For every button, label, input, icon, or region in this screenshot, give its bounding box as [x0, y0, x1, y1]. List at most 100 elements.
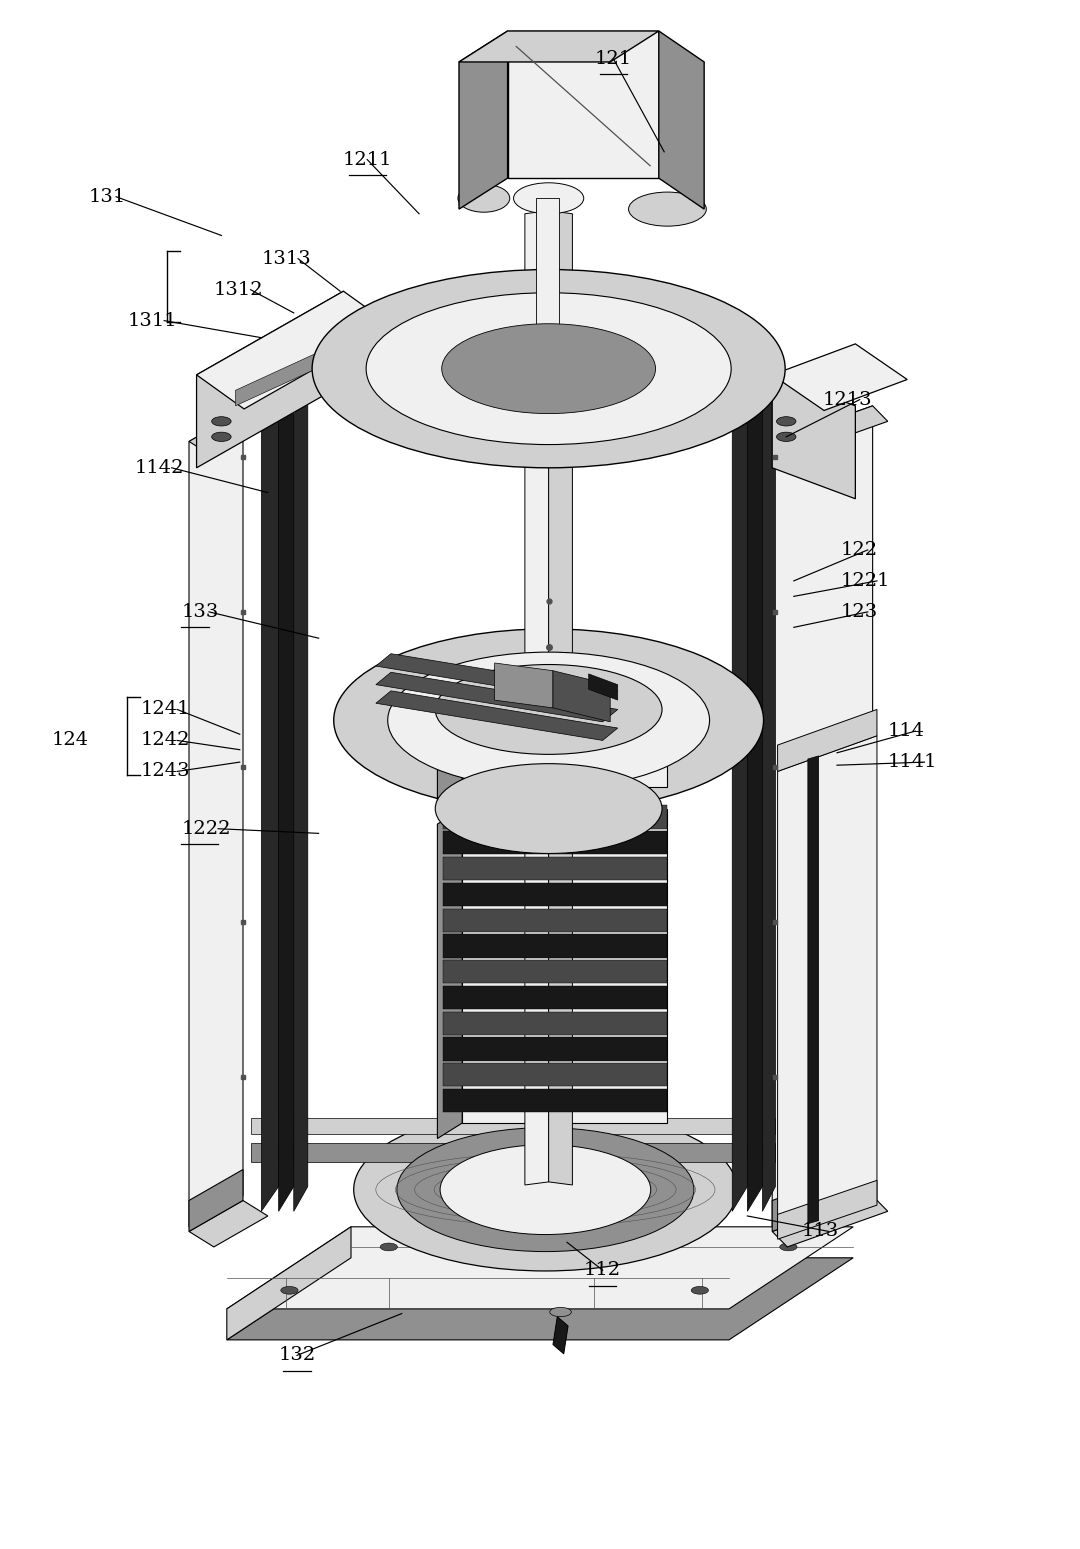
- Ellipse shape: [397, 1128, 693, 1252]
- Ellipse shape: [212, 432, 231, 441]
- Polygon shape: [443, 857, 667, 880]
- Polygon shape: [772, 344, 907, 410]
- Polygon shape: [443, 832, 667, 855]
- Polygon shape: [376, 654, 618, 703]
- Polygon shape: [459, 31, 508, 209]
- Polygon shape: [508, 31, 659, 178]
- Text: 124: 124: [52, 731, 89, 750]
- Ellipse shape: [366, 293, 731, 445]
- Polygon shape: [495, 663, 553, 708]
- Polygon shape: [189, 1169, 243, 1231]
- Text: 1243: 1243: [140, 762, 190, 781]
- Polygon shape: [443, 909, 667, 932]
- Ellipse shape: [440, 1145, 650, 1235]
- Polygon shape: [762, 359, 775, 1211]
- Polygon shape: [443, 960, 667, 984]
- Polygon shape: [443, 805, 667, 829]
- Polygon shape: [553, 1317, 568, 1354]
- Polygon shape: [294, 390, 308, 1211]
- Ellipse shape: [312, 270, 785, 468]
- Polygon shape: [553, 671, 610, 722]
- Ellipse shape: [281, 1286, 298, 1295]
- Polygon shape: [227, 1258, 853, 1340]
- Polygon shape: [235, 341, 343, 406]
- Text: 131: 131: [89, 187, 125, 206]
- Text: 132: 132: [279, 1346, 315, 1365]
- Polygon shape: [197, 291, 391, 409]
- Ellipse shape: [212, 417, 231, 426]
- Polygon shape: [778, 736, 877, 1236]
- Polygon shape: [279, 390, 294, 1211]
- Text: 113: 113: [801, 1222, 838, 1241]
- Polygon shape: [376, 691, 618, 740]
- Polygon shape: [443, 883, 667, 906]
- Polygon shape: [376, 672, 618, 722]
- Text: 1222: 1222: [181, 819, 231, 838]
- Polygon shape: [443, 1089, 667, 1112]
- Ellipse shape: [442, 324, 656, 414]
- Text: 114: 114: [888, 722, 924, 740]
- Polygon shape: [772, 1165, 873, 1231]
- Polygon shape: [443, 1011, 667, 1035]
- Polygon shape: [808, 756, 819, 1224]
- Text: 1211: 1211: [342, 150, 392, 169]
- Text: 1311: 1311: [127, 311, 177, 330]
- Polygon shape: [659, 31, 704, 209]
- Polygon shape: [197, 291, 343, 468]
- Polygon shape: [747, 359, 762, 1211]
- Polygon shape: [443, 1063, 667, 1086]
- Polygon shape: [437, 709, 462, 802]
- Ellipse shape: [550, 1307, 571, 1317]
- Polygon shape: [437, 809, 462, 1139]
- Polygon shape: [732, 359, 747, 1211]
- Text: 1242: 1242: [140, 731, 190, 750]
- Ellipse shape: [780, 1242, 797, 1252]
- Polygon shape: [536, 198, 559, 369]
- Polygon shape: [189, 1200, 268, 1247]
- Text: 1213: 1213: [823, 390, 873, 409]
- Polygon shape: [251, 1118, 775, 1134]
- Polygon shape: [443, 934, 667, 957]
- Ellipse shape: [435, 764, 662, 853]
- Polygon shape: [227, 1227, 351, 1340]
- Polygon shape: [772, 406, 873, 1227]
- Text: 121: 121: [595, 50, 632, 68]
- Text: 1141: 1141: [888, 753, 937, 771]
- Text: 1312: 1312: [214, 280, 264, 299]
- Text: 122: 122: [840, 541, 877, 559]
- Polygon shape: [549, 211, 572, 1185]
- Polygon shape: [189, 410, 243, 1227]
- Text: 123: 123: [840, 603, 877, 621]
- Text: 112: 112: [584, 1261, 621, 1279]
- Ellipse shape: [334, 629, 764, 812]
- Text: 133: 133: [181, 603, 219, 621]
- Text: 1241: 1241: [140, 700, 190, 719]
- Polygon shape: [772, 1196, 888, 1247]
- Text: 1221: 1221: [840, 572, 890, 590]
- Ellipse shape: [354, 1109, 737, 1270]
- Text: 1142: 1142: [135, 459, 185, 477]
- Polygon shape: [443, 1038, 667, 1061]
- Polygon shape: [251, 1143, 775, 1162]
- Polygon shape: [443, 985, 667, 1008]
- Ellipse shape: [388, 652, 710, 788]
- Polygon shape: [251, 356, 775, 375]
- Polygon shape: [778, 1180, 877, 1239]
- Ellipse shape: [777, 432, 796, 441]
- Ellipse shape: [691, 1286, 708, 1295]
- Polygon shape: [525, 211, 549, 1185]
- Ellipse shape: [777, 417, 796, 426]
- Polygon shape: [772, 406, 888, 457]
- Polygon shape: [189, 410, 268, 457]
- Polygon shape: [261, 390, 279, 1211]
- Ellipse shape: [380, 1242, 397, 1252]
- Ellipse shape: [629, 192, 706, 226]
- Polygon shape: [778, 709, 877, 771]
- Polygon shape: [462, 809, 667, 1123]
- Ellipse shape: [458, 184, 510, 212]
- Text: 1313: 1313: [261, 249, 311, 268]
- Polygon shape: [459, 31, 659, 62]
- Polygon shape: [772, 375, 855, 499]
- Ellipse shape: [435, 665, 662, 754]
- Polygon shape: [462, 709, 667, 787]
